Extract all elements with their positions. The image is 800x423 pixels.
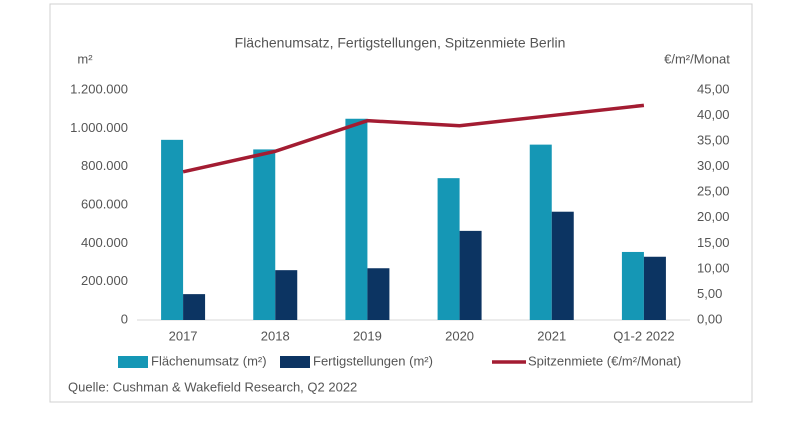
legend-label: Spitzenmiete (€/m²/Monat) <box>528 353 681 368</box>
y2-tick-label: 45,00 <box>697 81 730 96</box>
chart-title: Flächenumsatz, Fertigstellungen, Spitzen… <box>235 35 566 51</box>
legend-swatch <box>280 356 310 368</box>
bar <box>367 268 390 320</box>
y2-tick-label: 10,00 <box>697 260 730 275</box>
bar <box>345 118 368 320</box>
y2-tick-label: 20,00 <box>697 209 730 224</box>
legend-label: Fertigstellungen (m²) <box>313 353 433 368</box>
line <box>182 103 645 174</box>
bar <box>161 139 184 320</box>
y-tick-label: 600.000 <box>81 196 128 211</box>
bar <box>183 294 206 320</box>
legend-label: Flächenumsatz (m²) <box>151 353 267 368</box>
y2-tick-label: 15,00 <box>697 235 730 250</box>
y2-tick-label: 35,00 <box>697 133 730 148</box>
bar <box>643 256 666 320</box>
y2-tick-label: 40,00 <box>697 107 730 122</box>
y-tick-label: 1.000.000 <box>70 120 128 135</box>
y-tick-label: 800.000 <box>81 158 128 173</box>
bar <box>253 149 276 320</box>
bar <box>529 144 552 320</box>
x-tick-label: 2021 <box>537 328 566 343</box>
bar <box>275 270 298 320</box>
y2-tick-label: 30,00 <box>697 158 730 173</box>
y-tick-label: 200.000 <box>81 273 128 288</box>
source: Quelle: Cushman & Wakefield Research, Q2… <box>68 379 357 394</box>
y-tick-label: 1.200.000 <box>70 81 128 96</box>
x-tick-label: 2018 <box>261 328 290 343</box>
x-tick-label: 2019 <box>353 328 382 343</box>
y2-tick-label: 25,00 <box>697 184 730 199</box>
y2-tick-label: 5,00 <box>697 286 722 301</box>
y2-axis-label: €/m²/Monat <box>664 51 730 66</box>
bar <box>551 211 574 320</box>
y-axis-label: m² <box>77 51 93 66</box>
x-tick-label: 2020 <box>445 328 474 343</box>
bar <box>621 251 644 320</box>
legend-swatch <box>118 356 148 368</box>
y2-tick-label: 0,00 <box>697 311 722 326</box>
y-tick-label: 400.000 <box>81 235 128 250</box>
bar <box>437 178 460 320</box>
y-tick-label: 0 <box>121 311 128 326</box>
x-tick-label: Q1-2 2022 <box>613 328 674 343</box>
x-tick-label: 2017 <box>169 328 198 343</box>
bar <box>459 230 482 320</box>
